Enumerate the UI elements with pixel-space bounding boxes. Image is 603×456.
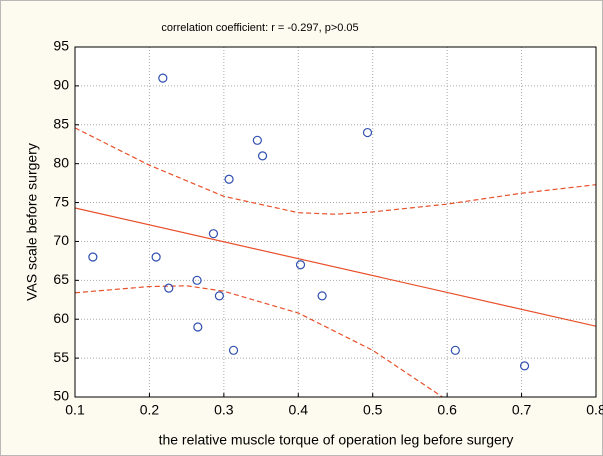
y-tick-label: 85 xyxy=(53,115,69,131)
chart-title: correlation coefficient: r = -0.297, p>0… xyxy=(161,22,358,34)
data-point xyxy=(208,229,219,239)
y-tick-label: 70 xyxy=(53,232,69,248)
x-tick-label: 0.6 xyxy=(437,402,457,418)
regression-line xyxy=(75,207,596,327)
y-tick-label: 60 xyxy=(53,310,69,326)
plot-layer xyxy=(75,73,596,397)
y-tick-label: 90 xyxy=(53,77,69,93)
data-point xyxy=(257,151,268,161)
y-tick-label: 80 xyxy=(53,154,69,170)
data-point xyxy=(193,322,203,332)
y-tick-label: 75 xyxy=(53,193,69,209)
data-point xyxy=(252,135,262,145)
data-point xyxy=(214,291,224,301)
x-tick-label: 0.3 xyxy=(214,402,234,418)
x-axis-label: the relative muscle torque of operation … xyxy=(159,432,514,448)
data-point xyxy=(519,361,530,371)
x-tick-label: 0.2 xyxy=(140,402,160,418)
plot-area xyxy=(75,47,596,397)
x-tick-label: 0.7 xyxy=(512,402,532,418)
y-tick-label: 55 xyxy=(53,349,69,365)
data-point xyxy=(450,345,460,355)
y-tick-label: 95 xyxy=(53,38,69,54)
data-point xyxy=(158,73,168,83)
y-tick-label: 65 xyxy=(53,271,69,287)
x-tick-label: 0.1 xyxy=(65,402,85,418)
confidence-band-lower xyxy=(75,285,444,397)
data-point xyxy=(164,283,174,293)
data-point xyxy=(224,174,234,184)
data-point xyxy=(317,291,327,301)
data-point xyxy=(362,127,373,138)
data-point xyxy=(295,260,306,270)
data-point xyxy=(192,275,202,285)
y-axis-label: VAS scale before surgery xyxy=(24,143,40,301)
x-tick-label: 0.8 xyxy=(586,402,603,418)
x-tick-label: 0.4 xyxy=(289,402,309,418)
data-point xyxy=(151,252,161,262)
plot-border xyxy=(74,46,597,398)
data-point xyxy=(228,345,239,355)
data-point xyxy=(88,252,98,262)
x-tick-label: 0.5 xyxy=(363,402,383,418)
y-tick-label: 50 xyxy=(53,388,69,404)
